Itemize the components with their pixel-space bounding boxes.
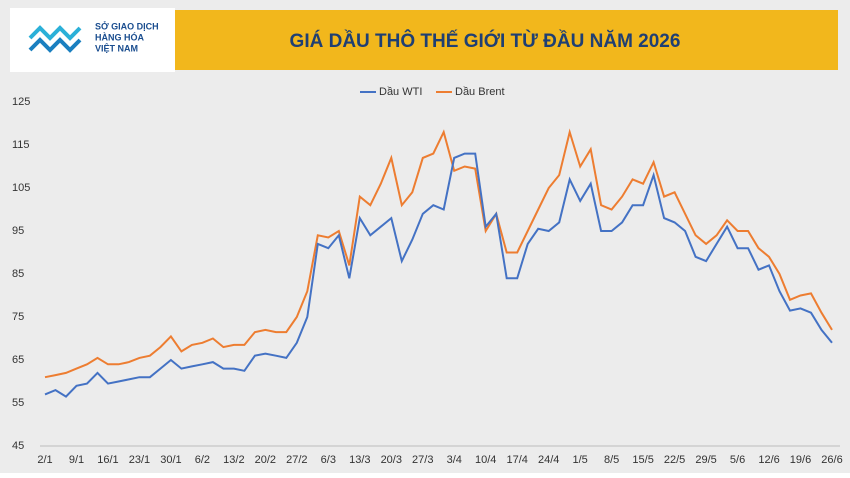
y-tick-label: 45 (12, 440, 24, 452)
logo-icon (28, 25, 82, 53)
logo-text: HÀNG HÓA (95, 31, 144, 42)
y-tick-label: 75 (12, 311, 24, 323)
legend-label: Dầu WTI (379, 86, 422, 98)
y-tick-label: 85 (12, 268, 24, 280)
chart-title: GIÁ DẦU THÔ THẾ GIỚI TỪ ĐẦU NĂM 2026 (290, 30, 681, 52)
x-tick-label: 10/4 (475, 454, 496, 466)
y-tick-label: 125 (12, 96, 30, 108)
x-tick-label: 15/5 (632, 454, 653, 466)
logo-text: VIỆT NAM (95, 42, 138, 53)
y-tick-label: 115 (12, 139, 30, 151)
x-tick-label: 5/6 (730, 454, 745, 466)
x-tick-label: 26/6 (821, 454, 842, 466)
data-line (44, 128, 833, 379)
x-tick-label: 13/3 (349, 454, 370, 466)
y-tick-label: 55 (12, 397, 24, 409)
title-banner (130, 10, 838, 70)
x-tick-label: 24/4 (538, 454, 559, 466)
x-tick-label: 20/2 (255, 454, 276, 466)
x-tick-label: 3/4 (447, 454, 462, 466)
y-tick-label: 105 (12, 182, 30, 194)
legend-label: Dầu Brent (455, 86, 505, 98)
x-tick-label: 1/5 (573, 454, 588, 466)
x-tick-label: 20/3 (381, 454, 402, 466)
x-tick-label: 27/3 (412, 454, 433, 466)
x-tick-label: 6/3 (321, 454, 336, 466)
x-tick-label: 23/1 (129, 454, 150, 466)
y-tick-label: 65 (12, 354, 24, 366)
data-line (44, 152, 833, 398)
x-tick-label: 2/1 (37, 454, 52, 466)
x-tick-label: 16/1 (97, 454, 118, 466)
logo-text: SỞ GIAO DỊCH (95, 20, 159, 31)
x-tick-label: 22/5 (664, 454, 685, 466)
x-tick-label: 13/2 (223, 454, 244, 466)
x-tick-label: 19/6 (790, 454, 811, 466)
x-tick-label: 6/2 (195, 454, 210, 466)
x-tick-label: 12/6 (758, 454, 779, 466)
y-tick-label: 95 (12, 225, 24, 237)
x-tick-label: 9/1 (69, 454, 84, 466)
logo-box (10, 8, 175, 72)
x-tick-label: 8/5 (604, 454, 619, 466)
x-tick-label: 17/4 (506, 454, 527, 466)
x-tick-label: 29/5 (695, 454, 716, 466)
x-tick-label: 30/1 (160, 454, 181, 466)
x-tick-label: 27/2 (286, 454, 307, 466)
